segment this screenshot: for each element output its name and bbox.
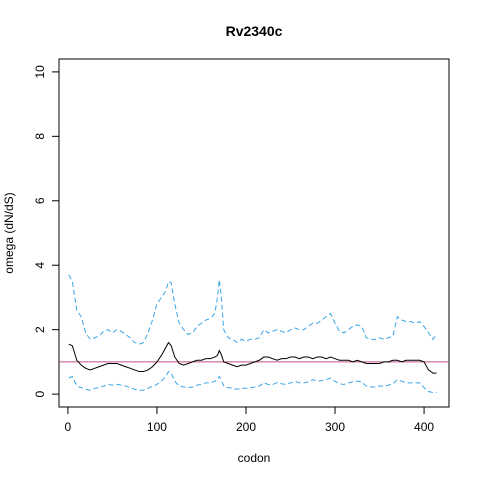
y-tick-label: 2 — [33, 326, 47, 333]
y-tick-label: 4 — [33, 262, 47, 269]
omega-line — [68, 341, 437, 374]
x-axis-label: codon — [238, 451, 271, 465]
x-tick-label: 200 — [236, 420, 256, 434]
y-axis: 0 2 4 6 8 10 — [33, 65, 60, 397]
upper-bound-line — [68, 274, 437, 345]
x-tick-label: 0 — [65, 420, 72, 434]
y-tick-label: 0 — [33, 390, 47, 397]
x-axis: 0 100 200 300 400 — [65, 406, 434, 434]
x-tick-label: 300 — [325, 420, 345, 434]
chart-title: Rv2340c — [226, 23, 283, 39]
plot-frame — [58, 58, 450, 408]
x-tick-label: 400 — [414, 420, 434, 434]
y-axis-label: omega (dN/dS) — [2, 192, 16, 273]
x-tick-label: 100 — [147, 420, 167, 434]
y-tick-label: 8 — [33, 133, 47, 140]
lower-bound-line — [68, 370, 437, 393]
y-tick-label: 10 — [33, 65, 47, 79]
series-layer — [59, 274, 449, 393]
y-tick-label: 6 — [33, 197, 47, 204]
